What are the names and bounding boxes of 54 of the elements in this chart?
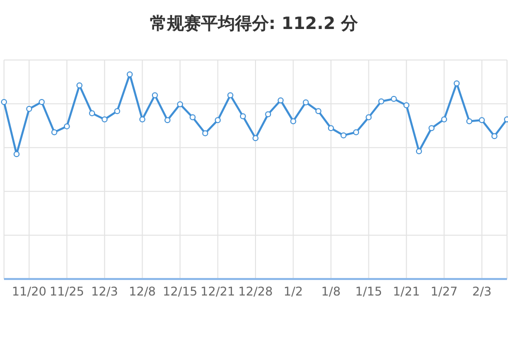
point [491, 133, 498, 140]
chart-title: 常规赛平均得分: 112.2 分 [148, 13, 360, 35]
x-tick-label: 2/3 [472, 284, 492, 299]
x-tick-label: 12/28 [238, 284, 273, 299]
point [328, 125, 334, 132]
point [340, 132, 347, 138]
point [38, 98, 45, 105]
x-tick-label: 1/21 [392, 284, 420, 299]
point [26, 106, 32, 112]
point [265, 111, 272, 118]
point [126, 71, 133, 78]
x-tick-label: 1/8 [321, 284, 341, 299]
point [51, 129, 58, 136]
point [441, 116, 448, 122]
point [1, 98, 7, 105]
point [403, 102, 410, 108]
point [378, 98, 384, 104]
point [290, 118, 296, 124]
point [214, 117, 221, 124]
point [366, 114, 372, 120]
point [64, 123, 70, 130]
x-tick-label: 11/20 [12, 284, 46, 299]
point [190, 114, 196, 120]
point [315, 108, 322, 114]
point [89, 110, 96, 116]
point [139, 116, 146, 122]
x-tick-label: 12/21 [200, 284, 236, 299]
point [164, 117, 170, 124]
point [102, 116, 108, 122]
point [76, 82, 82, 88]
point [227, 92, 234, 98]
point [454, 80, 460, 86]
x-tick-label: 12/8 [128, 284, 156, 299]
point [202, 130, 208, 136]
point [353, 129, 360, 136]
point [416, 148, 422, 154]
point [240, 113, 246, 120]
point [114, 108, 120, 114]
point [252, 135, 258, 142]
x-tick-label: 11/25 [50, 284, 84, 299]
x-tick-label: 12/3 [91, 284, 118, 299]
point [478, 117, 485, 124]
point [390, 96, 397, 102]
point [428, 125, 435, 132]
point [14, 151, 20, 158]
x-tick-label: 1/27 [430, 284, 458, 299]
point [466, 118, 472, 124]
point [278, 97, 284, 104]
x-tick-label: 1/2 [284, 284, 303, 299]
point [302, 99, 309, 106]
x-tick-label: 1/15 [355, 284, 382, 299]
x-tick-label: 12/15 [162, 284, 198, 299]
point [152, 92, 158, 98]
point [177, 101, 184, 108]
